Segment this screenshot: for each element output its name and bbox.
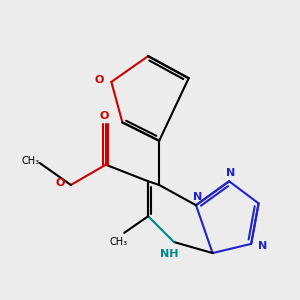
Text: N: N	[226, 168, 236, 178]
Text: CH₃: CH₃	[110, 237, 128, 247]
Text: O: O	[99, 111, 109, 121]
Text: O: O	[56, 178, 65, 188]
Text: O: O	[95, 75, 104, 85]
Text: N: N	[193, 192, 203, 202]
Text: NH: NH	[160, 249, 179, 259]
Text: N: N	[258, 241, 267, 251]
Text: CH₃: CH₃	[21, 156, 39, 166]
